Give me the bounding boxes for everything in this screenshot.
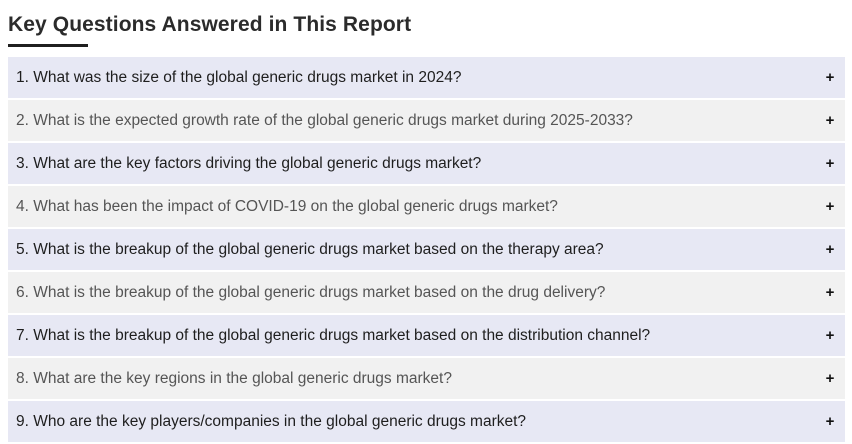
faq-item-3[interactable]: 3. What are the key factors driving the … xyxy=(8,143,845,184)
faq-question-9: 9. Who are the key players/companies in … xyxy=(16,412,527,430)
plus-icon[interactable]: + xyxy=(825,155,835,172)
faq-question-6: 6. What is the breakup of the global gen… xyxy=(16,283,606,301)
plus-icon[interactable]: + xyxy=(825,112,835,129)
faq-item-4[interactable]: 4. What has been the impact of COVID-19 … xyxy=(8,186,845,227)
faq-item-8[interactable]: 8. What are the key regions in the globa… xyxy=(8,358,845,399)
faq-item-5[interactable]: 5. What is the breakup of the global gen… xyxy=(8,229,845,270)
faq-question-2: 2. What is the expected growth rate of t… xyxy=(16,111,633,129)
plus-icon[interactable]: + xyxy=(825,241,835,258)
faq-item-6[interactable]: 6. What is the breakup of the global gen… xyxy=(8,272,845,313)
faq-list: 1. What was the size of the global gener… xyxy=(8,57,845,444)
faq-item-7[interactable]: 7. What is the breakup of the global gen… xyxy=(8,315,845,356)
plus-icon[interactable]: + xyxy=(825,198,835,215)
faq-question-5: 5. What is the breakup of the global gen… xyxy=(16,240,604,258)
faq-item-1[interactable]: 1. What was the size of the global gener… xyxy=(8,57,845,98)
plus-icon[interactable]: + xyxy=(825,69,835,86)
faq-question-8: 8. What are the key regions in the globa… xyxy=(16,369,452,387)
faq-item-2[interactable]: 2. What is the expected growth rate of t… xyxy=(8,100,845,141)
plus-icon[interactable]: + xyxy=(825,413,835,430)
plus-icon[interactable]: + xyxy=(825,284,835,301)
faq-question-3: 3. What are the key factors driving the … xyxy=(16,154,482,172)
plus-icon[interactable]: + xyxy=(825,327,835,344)
faq-question-4: 4. What has been the impact of COVID-19 … xyxy=(16,197,558,215)
plus-icon[interactable]: + xyxy=(825,370,835,387)
title-underline xyxy=(8,44,88,47)
faq-item-9[interactable]: 9. Who are the key players/companies in … xyxy=(8,401,845,442)
faq-question-1: 1. What was the size of the global gener… xyxy=(16,68,462,86)
section-header: Key Questions Answered in This Report xyxy=(8,12,411,47)
faq-question-7: 7. What is the breakup of the global gen… xyxy=(16,326,651,344)
section-title: Key Questions Answered in This Report xyxy=(8,13,412,36)
